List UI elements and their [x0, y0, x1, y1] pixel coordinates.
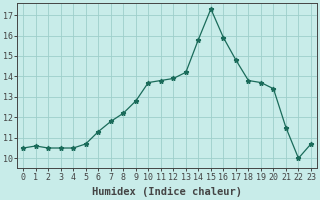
X-axis label: Humidex (Indice chaleur): Humidex (Indice chaleur) — [92, 187, 242, 197]
